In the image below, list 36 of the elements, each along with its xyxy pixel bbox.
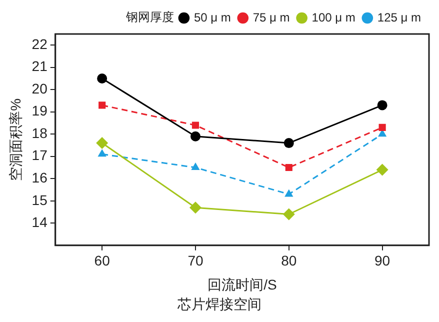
legend-label: 75 μ m [252,10,290,24]
point [284,189,294,197]
point [98,102,106,109]
y-axis-title: 空洞面积率% [7,98,24,181]
legend-label: 100 μ m [312,10,356,24]
point [192,122,200,129]
point [96,137,108,150]
point [284,138,294,148]
point [377,100,388,110]
point [376,164,388,176]
y-tick-label: 15 [32,192,48,208]
y-tick-label: 20 [32,80,48,96]
y-tick-label: 14 [32,214,48,230]
y-tick-label: 17 [32,147,48,164]
point [282,208,295,220]
text: 芯片焊接空间 [176,296,262,314]
x-tick-label: 60 [94,252,110,269]
x-tick-label: 80 [281,252,297,269]
y-tick-label: 16 [32,170,48,186]
x-axis-title: 回流时间/S [208,276,277,292]
y-tick-label: 18 [32,124,48,141]
point [98,149,106,157]
point [378,124,386,131]
x-tick-label: 90 [374,252,390,269]
point [189,202,202,214]
legend-title: 钢网厚度 [124,10,174,24]
y-tick-label: 19 [32,102,48,119]
point [190,131,200,142]
legend-label: 125 μ m [377,10,422,24]
y-tick-label: 22 [32,36,48,52]
y-tick-label: 21 [32,58,48,74]
point [97,74,108,84]
legend-label: 50 μ m [194,10,231,24]
x-tick-label: 70 [188,252,204,269]
point [191,162,200,170]
point [285,164,292,172]
